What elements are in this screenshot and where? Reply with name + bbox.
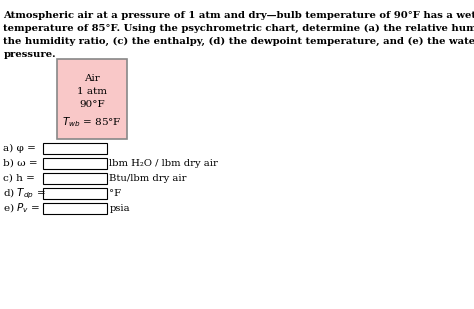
Text: the humidity ratio, (c) the enthalpy, (d) the dewpoint temperature, and (e) the : the humidity ratio, (c) the enthalpy, (d…: [3, 37, 474, 46]
Text: temperature of 85°F. Using the psychrometric chart, determine (a) the relative h: temperature of 85°F. Using the psychrome…: [3, 24, 474, 33]
Text: b) ω =: b) ω =: [3, 159, 38, 168]
Text: Air: Air: [84, 74, 100, 83]
Text: $T_{wb}$ = 85°F: $T_{wb}$ = 85°F: [62, 115, 121, 129]
Text: 1 atm: 1 atm: [77, 87, 107, 96]
FancyBboxPatch shape: [57, 59, 127, 139]
Text: 90°F: 90°F: [79, 100, 104, 109]
Text: Btu/lbm dry air: Btu/lbm dry air: [109, 174, 187, 183]
FancyBboxPatch shape: [43, 203, 107, 214]
FancyBboxPatch shape: [43, 173, 107, 184]
Text: lbm H₂O / lbm dry air: lbm H₂O / lbm dry air: [109, 159, 218, 168]
FancyBboxPatch shape: [43, 188, 107, 199]
Text: Atmospheric air at a pressure of 1 atm and dry—bulb temperature of 90°F has a we: Atmospheric air at a pressure of 1 atm a…: [3, 11, 474, 20]
Text: pressure.: pressure.: [3, 50, 56, 59]
Text: psia: psia: [109, 204, 130, 213]
Text: a) φ =: a) φ =: [3, 144, 36, 153]
Text: °F: °F: [109, 189, 121, 198]
Text: e) $P_v$ =: e) $P_v$ =: [3, 202, 41, 215]
FancyBboxPatch shape: [43, 158, 107, 169]
FancyBboxPatch shape: [43, 143, 107, 154]
Text: c) h =: c) h =: [3, 174, 35, 183]
Text: d) $T_{dp}$ =: d) $T_{dp}$ =: [3, 186, 46, 201]
